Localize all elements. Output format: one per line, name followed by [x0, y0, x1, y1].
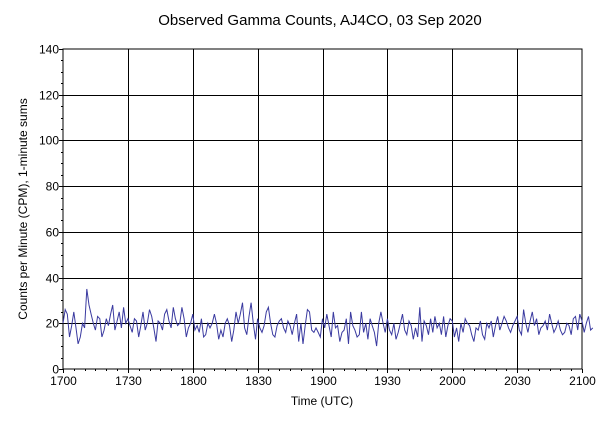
chart-title: Observed Gamma Counts, AJ4CO, 03 Sep 202…	[158, 12, 482, 29]
x-tick-label: 1700	[50, 374, 77, 388]
x-tick-label: 2000	[439, 374, 466, 388]
x-axis-label: Time (UTC)	[291, 394, 353, 408]
x-tick-label: 2030	[504, 374, 531, 388]
y-tick-label: 20	[46, 317, 60, 331]
x-tick-label: 1800	[180, 374, 207, 388]
y-tick-label: 140	[39, 43, 59, 57]
minor-ticks	[59, 49, 583, 373]
x-tick-label: 2100	[569, 374, 596, 388]
y-tick-label: 120	[39, 89, 59, 103]
x-tick-label: 1900	[310, 374, 337, 388]
y-tick-label: 60	[46, 226, 60, 240]
y-tick-label: 40	[46, 272, 60, 286]
x-tick-labels: 1700 1730 1800 1830 1900 1930 2000 2030 2100	[50, 374, 596, 388]
x-tick-label: 1930	[374, 374, 401, 388]
y-tick-label: 80	[46, 180, 60, 194]
y-axis-label: Counts per Minute (CPM), 1-minute sums	[16, 98, 30, 319]
plot-area	[62, 48, 583, 370]
x-tick-label: 1730	[115, 374, 142, 388]
y-tick-label: 0	[52, 363, 59, 377]
series-line	[62, 288, 594, 347]
y-tick-labels: 0 20 40 60 80 100 120 140	[39, 43, 59, 377]
y-tick-label: 100	[39, 134, 59, 148]
x-tick-label: 1830	[245, 374, 272, 388]
